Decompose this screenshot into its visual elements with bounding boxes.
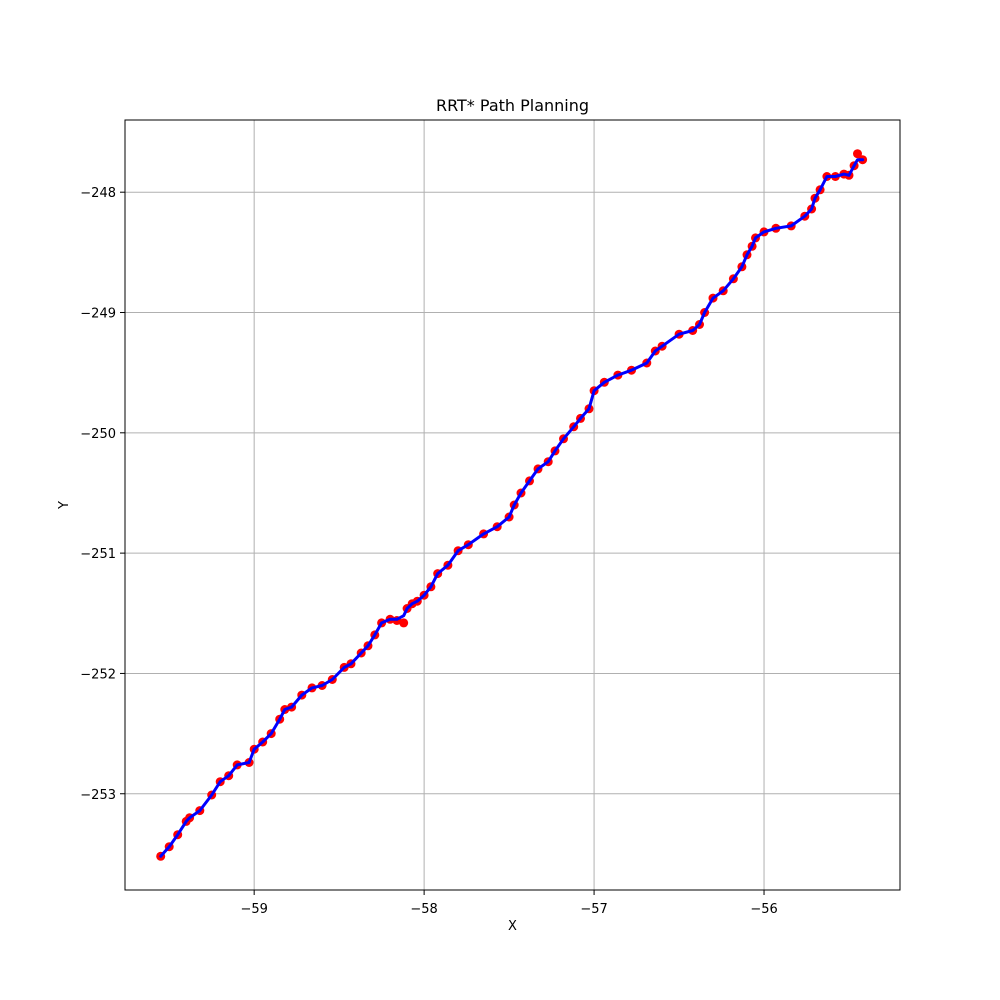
- y-tick-label: −253: [80, 788, 116, 803]
- x-tick-label: −58: [410, 902, 437, 917]
- y-tick-label: −252: [80, 667, 116, 682]
- axis-ticks: −59 −58 −57 −56 −248 −249 −250 −251 −252 −253: [80, 186, 777, 917]
- tree-node-point: [853, 149, 862, 159]
- y-tick-label: −248: [80, 186, 116, 201]
- grid-lines: [125, 120, 900, 890]
- x-tick-label: −59: [240, 902, 267, 917]
- x-tick-label: −57: [580, 902, 607, 917]
- chart-title: RRT* Path Planning: [436, 96, 589, 115]
- x-tick-label: −56: [750, 902, 777, 917]
- plot-frame: [124, 119, 901, 891]
- planned-path-line: [159, 158, 865, 858]
- y-tick-label: −250: [80, 427, 116, 442]
- path-layer: [159, 158, 865, 858]
- x-axis-label: X: [508, 919, 517, 934]
- y-tick-label: −251: [80, 547, 116, 562]
- tree-node-point: [399, 618, 409, 628]
- y-tick-label: −249: [80, 307, 116, 322]
- y-axis-label: Y: [57, 501, 72, 510]
